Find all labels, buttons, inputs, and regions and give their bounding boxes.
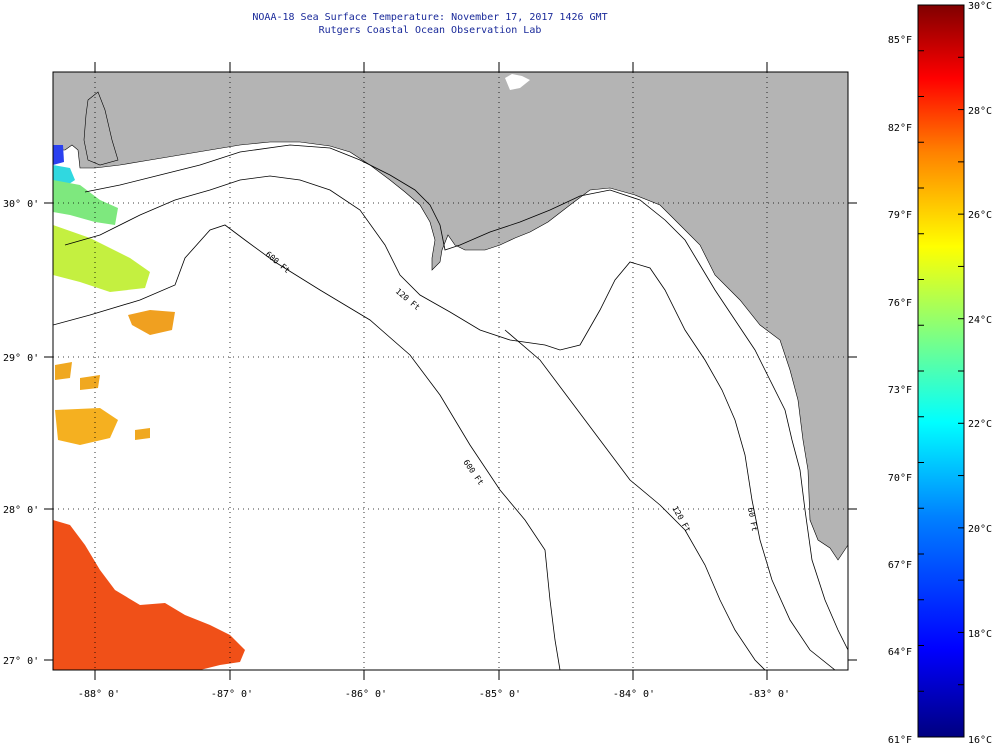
colorbar-f-79: 79°F bbox=[888, 210, 912, 221]
contour-label-60: 60 Ft bbox=[746, 507, 759, 532]
sst-patch-green bbox=[53, 180, 118, 225]
colorbar-c-16: 16°C bbox=[968, 735, 992, 746]
colorbar bbox=[917, 4, 965, 738]
sst-patch-blue bbox=[53, 145, 64, 165]
colorbar-f-76: 76°F bbox=[888, 298, 912, 309]
axis-ticks bbox=[44, 62, 857, 680]
contour-60ft bbox=[84, 144, 848, 651]
colorbar-c-28: 28°C bbox=[968, 106, 992, 117]
contour-120ft bbox=[64, 175, 836, 670]
sst-patch-orange-3 bbox=[55, 408, 118, 445]
colorbar-c-24: 24°C bbox=[968, 315, 992, 326]
colorbar-f-61: 61°F bbox=[888, 735, 912, 746]
lon-label-84: -84° 0' bbox=[613, 689, 655, 700]
map-title: NOAA-18 Sea Surface Temperature: Novembe… bbox=[252, 12, 608, 23]
colorbar-f-64: 64°F bbox=[888, 647, 912, 658]
lon-label-88: -88° 0' bbox=[78, 689, 120, 700]
colorbar-f-82: 82°F bbox=[888, 123, 912, 134]
land-mass bbox=[53, 72, 848, 561]
colorbar-c-20: 20°C bbox=[968, 524, 992, 535]
colorbar-c-26: 26°C bbox=[968, 210, 992, 221]
lat-label-28: 28° 0' bbox=[3, 505, 39, 516]
colorbar-c-22: 22°C bbox=[968, 419, 992, 430]
lon-label-85: -85° 0' bbox=[479, 689, 521, 700]
colorbar-ticks bbox=[918, 4, 964, 738]
lat-label-30: 30° 0' bbox=[3, 199, 39, 210]
sst-patch-orange-1 bbox=[128, 310, 175, 335]
lat-label-27: 27° 0' bbox=[3, 656, 39, 667]
colorbar-f-70: 70°F bbox=[888, 473, 912, 484]
sst-patch-orange-4 bbox=[135, 428, 150, 440]
contour-600ft-east bbox=[504, 329, 766, 670]
colorbar-c-30: 30°C bbox=[968, 1, 992, 12]
contour-600ft bbox=[53, 224, 561, 670]
lon-label-86: -86° 0' bbox=[345, 689, 387, 700]
lon-label-87: -87° 0' bbox=[211, 689, 253, 700]
sst-patch-orange-2 bbox=[55, 362, 100, 390]
colorbar-c-18: 18°C bbox=[968, 629, 992, 640]
mobile-bay-shore bbox=[83, 91, 119, 166]
colorbar-f-67: 67°F bbox=[888, 560, 912, 571]
sst-patch-red bbox=[53, 520, 245, 670]
colorbar-f-73: 73°F bbox=[888, 385, 912, 396]
cloud-patch bbox=[505, 74, 530, 90]
lat-label-29: 29° 0' bbox=[3, 353, 39, 364]
map-subtitle: Rutgers Coastal Ocean Observation Lab bbox=[318, 25, 542, 36]
colorbar-f-85: 85°F bbox=[888, 35, 912, 46]
lon-label-83: -83° 0' bbox=[748, 689, 790, 700]
